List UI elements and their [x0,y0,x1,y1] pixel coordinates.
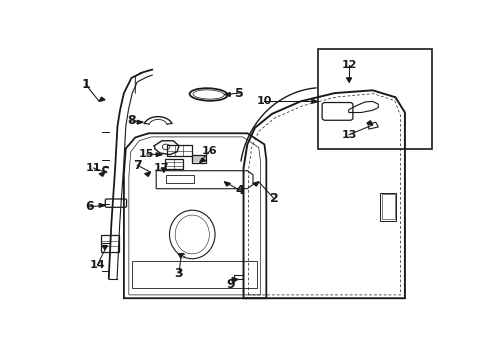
Text: 17: 17 [154,163,170,173]
Bar [382,194,394,220]
Polygon shape [312,100,318,103]
Bar [101,235,120,252]
Polygon shape [178,254,183,258]
Polygon shape [145,172,150,176]
Text: 9: 9 [226,278,235,291]
Polygon shape [232,278,238,281]
Text: 5: 5 [235,87,244,100]
Text: 10: 10 [257,96,272,107]
Bar [166,175,194,183]
Polygon shape [156,153,162,157]
Text: 13: 13 [342,130,357,140]
Text: 16: 16 [201,146,217,156]
Text: 15: 15 [139,149,154,159]
Polygon shape [99,97,105,102]
Polygon shape [367,121,372,125]
Polygon shape [99,172,105,176]
Text: 6: 6 [85,200,94,213]
Polygon shape [99,203,105,207]
Polygon shape [224,93,230,96]
Text: 2: 2 [270,192,278,205]
Bar [192,155,206,163]
Text: 14: 14 [90,260,105,270]
Polygon shape [161,168,166,172]
Text: 11: 11 [86,163,101,173]
Text: 8: 8 [127,114,136,127]
Text: 1: 1 [81,78,90,91]
Polygon shape [102,246,107,250]
Text: 12: 12 [342,60,357,70]
Bar [131,261,257,288]
Polygon shape [224,182,230,186]
Text: 4: 4 [235,184,244,197]
Polygon shape [253,182,259,186]
Text: 3: 3 [174,267,183,280]
Text: 7: 7 [133,159,142,172]
Polygon shape [137,120,143,124]
Polygon shape [346,78,352,82]
Polygon shape [200,158,206,162]
Bar [165,159,183,169]
Bar [318,49,432,149]
Bar [380,193,396,221]
Bar [234,275,243,279]
Bar [167,145,192,156]
